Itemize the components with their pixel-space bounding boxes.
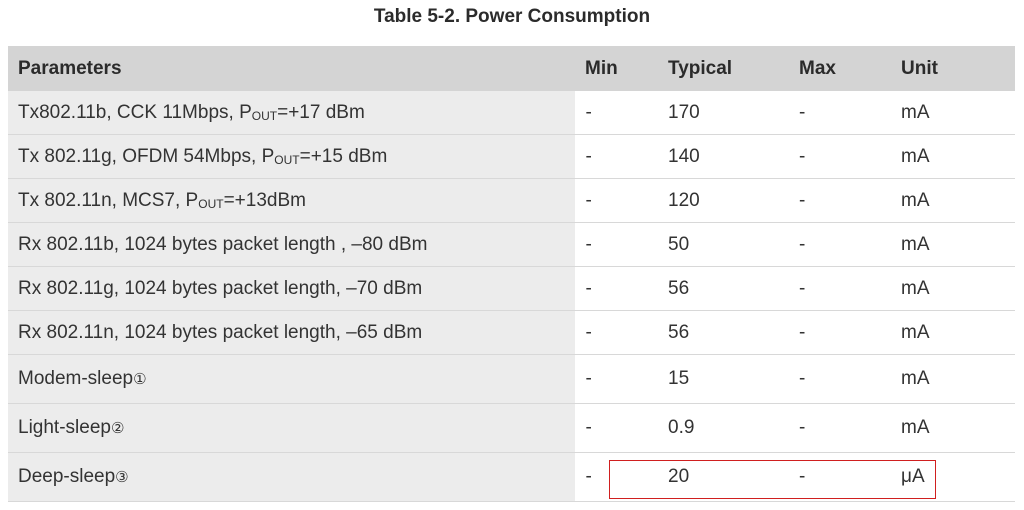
table-row: Light-sleep② - 0.9 - mA (8, 403, 1015, 453)
min-cell: - (575, 310, 654, 355)
unit-cell: μA (889, 452, 1015, 502)
table-caption: Table 5-2. Power Consumption (373, 6, 651, 27)
typical-cell: 20 (654, 452, 787, 502)
parameter-cell: Rx 802.11n, 1024 bytes packet length, –6… (8, 310, 576, 355)
min-cell: - (575, 222, 654, 267)
min-cell: - (575, 134, 654, 179)
min-cell: - (575, 452, 654, 502)
header-row: Parameters Min Typical Max Unit (8, 46, 1015, 91)
table-row: Tx802.11b, CCK 11Mbps, POUT=+17 dBm - 17… (8, 91, 1015, 135)
typical-cell: 0.9 (654, 403, 787, 453)
table-row: Modem-sleep① - 15 - mA (8, 354, 1015, 404)
table-row: Deep-sleep③ - 20 - μA (8, 452, 1015, 502)
min-cell: - (575, 354, 654, 404)
table-row: Rx 802.11g, 1024 bytes packet length, –7… (8, 266, 1015, 311)
unit-cell: mA (889, 403, 1015, 453)
unit-cell: mA (889, 134, 1015, 179)
max-cell: - (787, 354, 889, 404)
column-header-unit: Unit (889, 46, 1015, 91)
max-cell: - (787, 452, 889, 502)
min-cell: - (575, 266, 654, 311)
parameter-cell: Tx 802.11g, OFDM 54Mbps, POUT=+15 dBm (8, 134, 576, 179)
column-header-min: Min (575, 46, 654, 91)
max-cell: - (787, 91, 889, 135)
max-cell: - (787, 134, 889, 179)
max-cell: - (787, 178, 889, 223)
typical-cell: 120 (654, 178, 787, 223)
table-row: Tx 802.11n, MCS7, POUT=+13dBm - 120 - mA (8, 178, 1015, 223)
unit-cell: mA (889, 222, 1015, 267)
typical-cell: 140 (654, 134, 787, 179)
unit-cell: mA (889, 354, 1015, 404)
footnote-marker: ② (110, 420, 125, 437)
min-cell: - (575, 91, 654, 135)
unit-cell: mA (889, 91, 1015, 135)
table-row: Rx 802.11b, 1024 bytes packet length , –… (8, 222, 1015, 267)
unit-cell: mA (889, 178, 1015, 223)
max-cell: - (787, 310, 889, 355)
parameter-cell: Tx802.11b, CCK 11Mbps, POUT=+17 dBm (8, 91, 576, 135)
parameter-cell: Modem-sleep① (8, 354, 576, 404)
typical-cell: 15 (654, 354, 787, 404)
column-header-typical: Typical (654, 46, 787, 91)
max-cell: - (787, 403, 889, 453)
min-cell: - (575, 403, 654, 453)
column-header-parameters: Parameters (8, 46, 575, 91)
power-consumption-table: Parameters Min Typical Max Unit Tx802.11… (8, 46, 1015, 502)
table-row: Rx 802.11n, 1024 bytes packet length, –6… (8, 310, 1015, 355)
typical-cell: 50 (654, 222, 787, 267)
parameter-cell: Rx 802.11b, 1024 bytes packet length , –… (8, 222, 576, 267)
max-cell: - (787, 222, 889, 267)
min-cell: - (575, 178, 654, 223)
parameter-cell: Tx 802.11n, MCS7, POUT=+13dBm (8, 178, 576, 223)
unit-cell: mA (889, 310, 1015, 355)
parameter-cell: Light-sleep② (8, 403, 576, 453)
table-row: Tx 802.11g, OFDM 54Mbps, POUT=+15 dBm - … (8, 134, 1015, 179)
footnote-marker: ③ (115, 469, 129, 486)
footnote-marker: ① (133, 371, 147, 388)
max-cell: - (787, 266, 889, 311)
typical-cell: 56 (654, 266, 787, 311)
column-header-max: Max (787, 46, 889, 91)
typical-cell: 56 (654, 310, 787, 355)
typical-cell: 170 (654, 91, 787, 135)
parameter-cell: Rx 802.11g, 1024 bytes packet length, –7… (8, 266, 576, 311)
parameter-cell: Deep-sleep③ (8, 452, 576, 502)
unit-cell: mA (889, 266, 1015, 311)
